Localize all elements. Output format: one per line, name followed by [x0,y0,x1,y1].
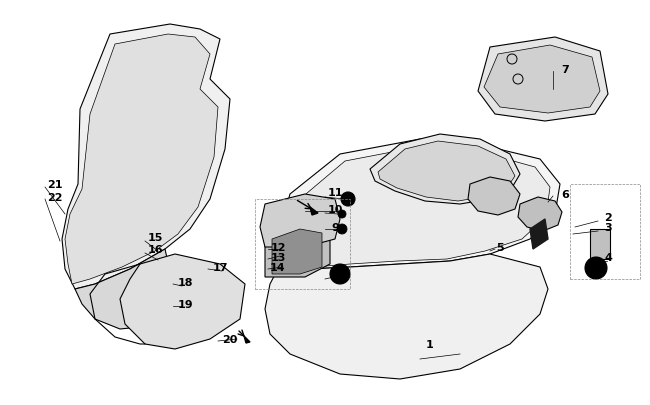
FancyBboxPatch shape [590,230,610,259]
Bar [570,185,640,279]
Text: 4: 4 [604,252,612,262]
Polygon shape [468,177,520,215]
Text: 10: 10 [328,205,343,215]
Polygon shape [65,35,218,284]
Polygon shape [265,254,548,379]
Text: 3: 3 [604,222,612,232]
Text: 16: 16 [147,244,162,254]
Text: 20: 20 [222,334,238,344]
Polygon shape [244,336,250,343]
Text: 17: 17 [213,262,228,272]
Text: 8: 8 [331,272,339,282]
Polygon shape [260,194,340,247]
Text: 5: 5 [496,243,504,252]
Polygon shape [530,220,548,249]
Polygon shape [478,38,608,122]
Polygon shape [278,140,560,269]
Polygon shape [62,25,230,289]
Polygon shape [310,207,318,215]
Text: 7: 7 [561,65,569,75]
Text: 15: 15 [148,232,162,243]
Text: 14: 14 [270,262,286,272]
Text: 22: 22 [47,192,63,202]
Text: 6: 6 [561,190,569,200]
Circle shape [341,192,355,207]
Text: 18: 18 [177,277,193,287]
Text: 12: 12 [270,243,286,252]
Text: 2: 2 [604,213,612,222]
Polygon shape [120,254,245,349]
Text: 11: 11 [327,188,343,198]
Text: 1: 1 [426,339,434,349]
Circle shape [585,257,607,279]
Polygon shape [518,198,562,231]
Circle shape [337,224,347,234]
Polygon shape [75,249,175,329]
Text: 19: 19 [177,299,193,309]
Polygon shape [484,46,600,114]
Bar [255,200,350,289]
Polygon shape [370,135,520,205]
Polygon shape [286,148,550,267]
Text: 21: 21 [47,179,63,190]
Polygon shape [265,220,330,277]
Circle shape [330,264,350,284]
Text: 13: 13 [270,252,286,262]
Text: 9: 9 [331,222,339,232]
Circle shape [338,211,346,218]
Polygon shape [378,142,515,202]
Polygon shape [272,230,322,274]
Circle shape [592,264,600,272]
